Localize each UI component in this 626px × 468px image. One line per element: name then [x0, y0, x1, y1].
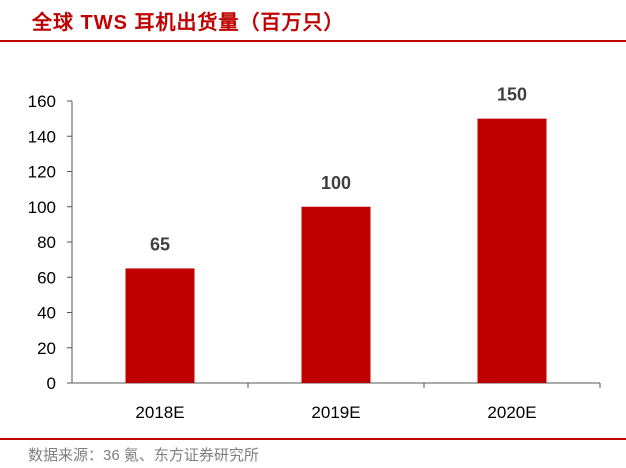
x-tick-label: 2018E: [135, 403, 184, 422]
y-tick-label: 100: [28, 198, 56, 217]
y-tick-label: 0: [47, 374, 56, 393]
x-tick-label: 2019E: [311, 403, 360, 422]
title-divider: [0, 40, 626, 42]
bar: [125, 268, 195, 383]
y-tick-label: 80: [37, 233, 56, 252]
source-note: 数据来源：36 氪、东方证券研究所: [28, 447, 259, 464]
bar: [477, 118, 547, 383]
y-tick-label: 160: [28, 92, 56, 111]
x-tick-label: 2020E: [487, 403, 536, 422]
data-label: 65: [150, 234, 170, 254]
y-tick-label: 20: [37, 339, 56, 358]
chart-title: 全球 TWS 耳机出货量（百万只）: [32, 12, 345, 34]
y-tick-label: 120: [28, 163, 56, 182]
y-tick-label: 40: [37, 304, 56, 323]
bar: [301, 206, 371, 383]
y-tick-label: 140: [28, 127, 56, 146]
source-divider: [0, 438, 626, 440]
data-label: 100: [321, 173, 351, 193]
y-tick-label: 60: [37, 268, 56, 287]
data-label: 150: [497, 85, 527, 105]
